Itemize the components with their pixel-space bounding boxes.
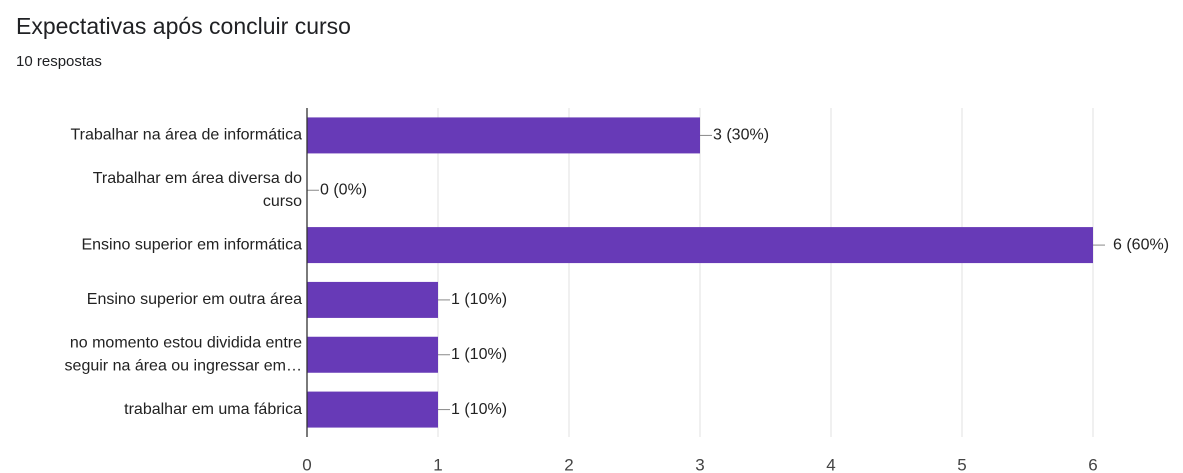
bar [307, 227, 1093, 264]
value-label: 0 (0%) [320, 181, 367, 198]
y-tick-label: Trabalhar em área diversa do [93, 170, 302, 187]
value-label: 3 (30%) [713, 127, 769, 144]
x-tick-label: 5 [957, 455, 966, 473]
x-tick-label: 0 [302, 455, 311, 473]
value-label: 1 (10%) [451, 291, 507, 308]
y-tick-label: seguir na área ou ingressar em… [65, 357, 302, 374]
y-tick-label: trabalhar em uma fábrica [124, 401, 302, 418]
chart-subtitle: 10 respostas [16, 53, 102, 70]
y-tick-label: Trabalhar na área de informática [70, 127, 302, 144]
y-tick-label: Ensino superior em outra área [87, 291, 302, 308]
value-label: 6 (60%) [1113, 236, 1169, 253]
bar [307, 391, 438, 428]
y-tick-label: Ensino superior em informática [81, 236, 302, 253]
y-tick-label: curso [263, 193, 302, 210]
value-label: 1 (10%) [451, 401, 507, 418]
x-tick-label: 3 [695, 455, 704, 473]
bar [307, 281, 438, 318]
bar [307, 117, 700, 154]
x-tick-label: 2 [564, 455, 573, 473]
chart-title: Expectativas após concluir curso [16, 13, 351, 39]
value-label: 1 (10%) [451, 346, 507, 363]
x-tick-label: 6 [1088, 455, 1097, 473]
x-tick-label: 1 [433, 455, 442, 473]
y-tick-label: no momento estou dividida entre [70, 334, 302, 351]
x-tick-label: 4 [826, 455, 835, 473]
bar [307, 336, 438, 373]
